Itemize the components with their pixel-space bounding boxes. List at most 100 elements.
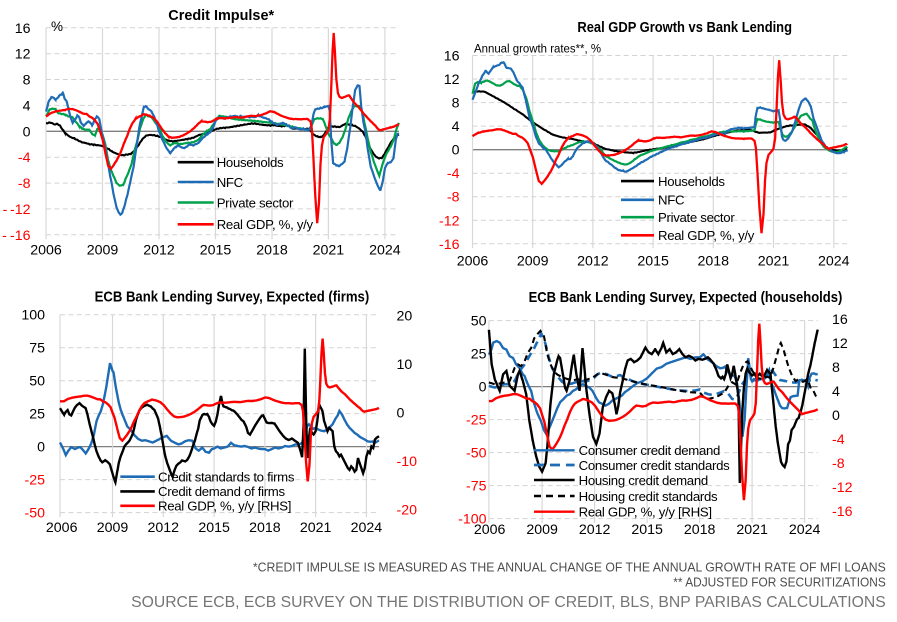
svg-text:16: 16 — [15, 21, 31, 37]
svg-text:Real GDP, %, y/y: Real GDP, %, y/y — [658, 228, 755, 243]
svg-text:-50: -50 — [466, 446, 487, 462]
svg-text:50: 50 — [471, 314, 487, 330]
svg-text:0: 0 — [452, 143, 460, 159]
svg-text:-8: -8 — [447, 190, 460, 206]
svg-text:2021: 2021 — [300, 520, 332, 536]
svg-text:-25: -25 — [466, 413, 487, 429]
svg-text:2009: 2009 — [517, 254, 549, 270]
svg-text:ECB Bank Lending Survey, Expec: ECB Bank Lending Survey, Expected (house… — [529, 290, 843, 306]
svg-text:%: % — [51, 19, 63, 34]
svg-text:0: 0 — [37, 440, 45, 456]
svg-text:Credit standards to firms: Credit standards to firms — [158, 470, 295, 485]
svg-text:Real GDP Growth vs Bank Lendin: Real GDP Growth vs Bank Lending — [577, 19, 792, 36]
svg-text:-16: -16 — [439, 237, 460, 253]
svg-text:Housing credit standards: Housing credit standards — [579, 489, 718, 504]
svg-text:-: - — [2, 228, 7, 244]
svg-text:-16: -16 — [10, 228, 31, 244]
svg-text:-20: -20 — [397, 503, 418, 519]
svg-text:Credit demand of firms: Credit demand of firms — [158, 484, 285, 499]
svg-text:0: 0 — [397, 406, 405, 422]
svg-text:25: 25 — [471, 347, 487, 363]
svg-text:Annual growth rates**, %: Annual growth rates**, % — [474, 42, 601, 56]
svg-text:20: 20 — [397, 308, 413, 324]
svg-text:-100: -100 — [458, 512, 487, 528]
svg-text:2021: 2021 — [736, 522, 768, 538]
svg-text:-12: -12 — [10, 202, 31, 218]
svg-text:2024: 2024 — [818, 254, 850, 270]
svg-text:Real GDP, %, y/y [RHS]: Real GDP, %, y/y [RHS] — [579, 505, 712, 520]
svg-text:12: 12 — [444, 72, 460, 88]
svg-text:Housing credit demand: Housing credit demand — [579, 473, 708, 488]
svg-text:Real GDP, %, y/y: Real GDP, %, y/y — [217, 217, 314, 232]
svg-text:12: 12 — [832, 336, 848, 352]
svg-text:2006: 2006 — [474, 522, 506, 538]
svg-text:2021: 2021 — [758, 254, 790, 270]
svg-text:25: 25 — [29, 407, 45, 423]
svg-text:Households: Households — [658, 174, 725, 189]
svg-text:2015: 2015 — [631, 522, 663, 538]
svg-text:2006: 2006 — [46, 520, 78, 536]
svg-text:-75: -75 — [466, 479, 487, 495]
svg-text:Private sector: Private sector — [658, 210, 735, 225]
svg-text:-12: -12 — [832, 480, 853, 496]
svg-text:Real GDP, %, y/y [RHS]: Real GDP, %, y/y [RHS] — [158, 499, 291, 514]
svg-text:Households: Households — [217, 155, 284, 170]
svg-text:16: 16 — [832, 312, 848, 328]
svg-text:2015: 2015 — [198, 520, 230, 536]
svg-text:2015: 2015 — [200, 243, 232, 259]
svg-text:0: 0 — [479, 380, 487, 396]
svg-text:SOURCE ECB, ECB SURVEY ON THE: SOURCE ECB, ECB SURVEY ON THE DISTRIBUTI… — [131, 594, 886, 611]
svg-text:8: 8 — [23, 73, 31, 89]
svg-text:2024: 2024 — [369, 243, 401, 259]
svg-text:2024: 2024 — [351, 520, 383, 536]
svg-text:Consumer credit demand: Consumer credit demand — [579, 443, 720, 458]
svg-text:0: 0 — [832, 408, 840, 424]
svg-text:50: 50 — [29, 374, 45, 390]
svg-text:ECB Bank Lending Survey, Expec: ECB Bank Lending Survey, Expected (firms… — [95, 290, 370, 306]
svg-text:Credit Impulse*: Credit Impulse* — [168, 7, 274, 24]
svg-text:2009: 2009 — [87, 243, 119, 259]
svg-text:2018: 2018 — [684, 522, 716, 538]
svg-text:2006: 2006 — [30, 243, 62, 259]
svg-text:NFC: NFC — [217, 175, 244, 190]
svg-text:100: 100 — [21, 308, 45, 324]
svg-text:2006: 2006 — [457, 254, 489, 270]
svg-text:2012: 2012 — [579, 522, 611, 538]
svg-text:2015: 2015 — [637, 254, 669, 270]
svg-text:Private sector: Private sector — [217, 195, 294, 210]
svg-text:-: - — [3, 202, 8, 218]
svg-text:2018: 2018 — [256, 243, 288, 259]
svg-text:2024: 2024 — [789, 522, 821, 538]
svg-text:12: 12 — [15, 47, 31, 63]
svg-text:0: 0 — [23, 124, 31, 140]
svg-text:2009: 2009 — [526, 522, 558, 538]
svg-text:4: 4 — [832, 384, 840, 400]
svg-text:-25: -25 — [24, 473, 45, 489]
svg-text:** ADJUSTED FOR SECURITIZATION: ** ADJUSTED FOR SECURITIZATIONS — [673, 575, 886, 590]
svg-text:2009: 2009 — [97, 520, 129, 536]
svg-text:-50: -50 — [24, 506, 45, 522]
svg-text:-4: -4 — [447, 166, 460, 182]
svg-text:2018: 2018 — [698, 254, 730, 270]
svg-text:2012: 2012 — [148, 520, 180, 536]
svg-text:8: 8 — [452, 96, 460, 112]
svg-text:-8: -8 — [18, 176, 31, 192]
svg-text:10: 10 — [397, 357, 413, 373]
svg-text:8: 8 — [832, 360, 840, 376]
svg-text:NFC: NFC — [658, 193, 685, 208]
svg-text:-10: -10 — [397, 454, 418, 470]
svg-text:2012: 2012 — [143, 243, 175, 259]
svg-text:-4: -4 — [18, 150, 31, 166]
svg-text:-12: -12 — [439, 213, 460, 229]
svg-text:75: 75 — [29, 341, 45, 357]
svg-text:16: 16 — [444, 49, 460, 65]
svg-text:2018: 2018 — [249, 520, 281, 536]
svg-text:4: 4 — [452, 119, 460, 135]
svg-text:2021: 2021 — [313, 243, 345, 259]
svg-text:-4: -4 — [832, 432, 845, 448]
svg-text:*CREDIT IMPULSE IS MEASURED AS: *CREDIT IMPULSE IS MEASURED AS THE ANNUA… — [253, 560, 886, 575]
svg-text:2012: 2012 — [577, 254, 609, 270]
svg-text:Consumer credit standards: Consumer credit standards — [579, 458, 731, 473]
svg-text:4: 4 — [23, 98, 31, 114]
svg-text:-8: -8 — [832, 456, 845, 472]
